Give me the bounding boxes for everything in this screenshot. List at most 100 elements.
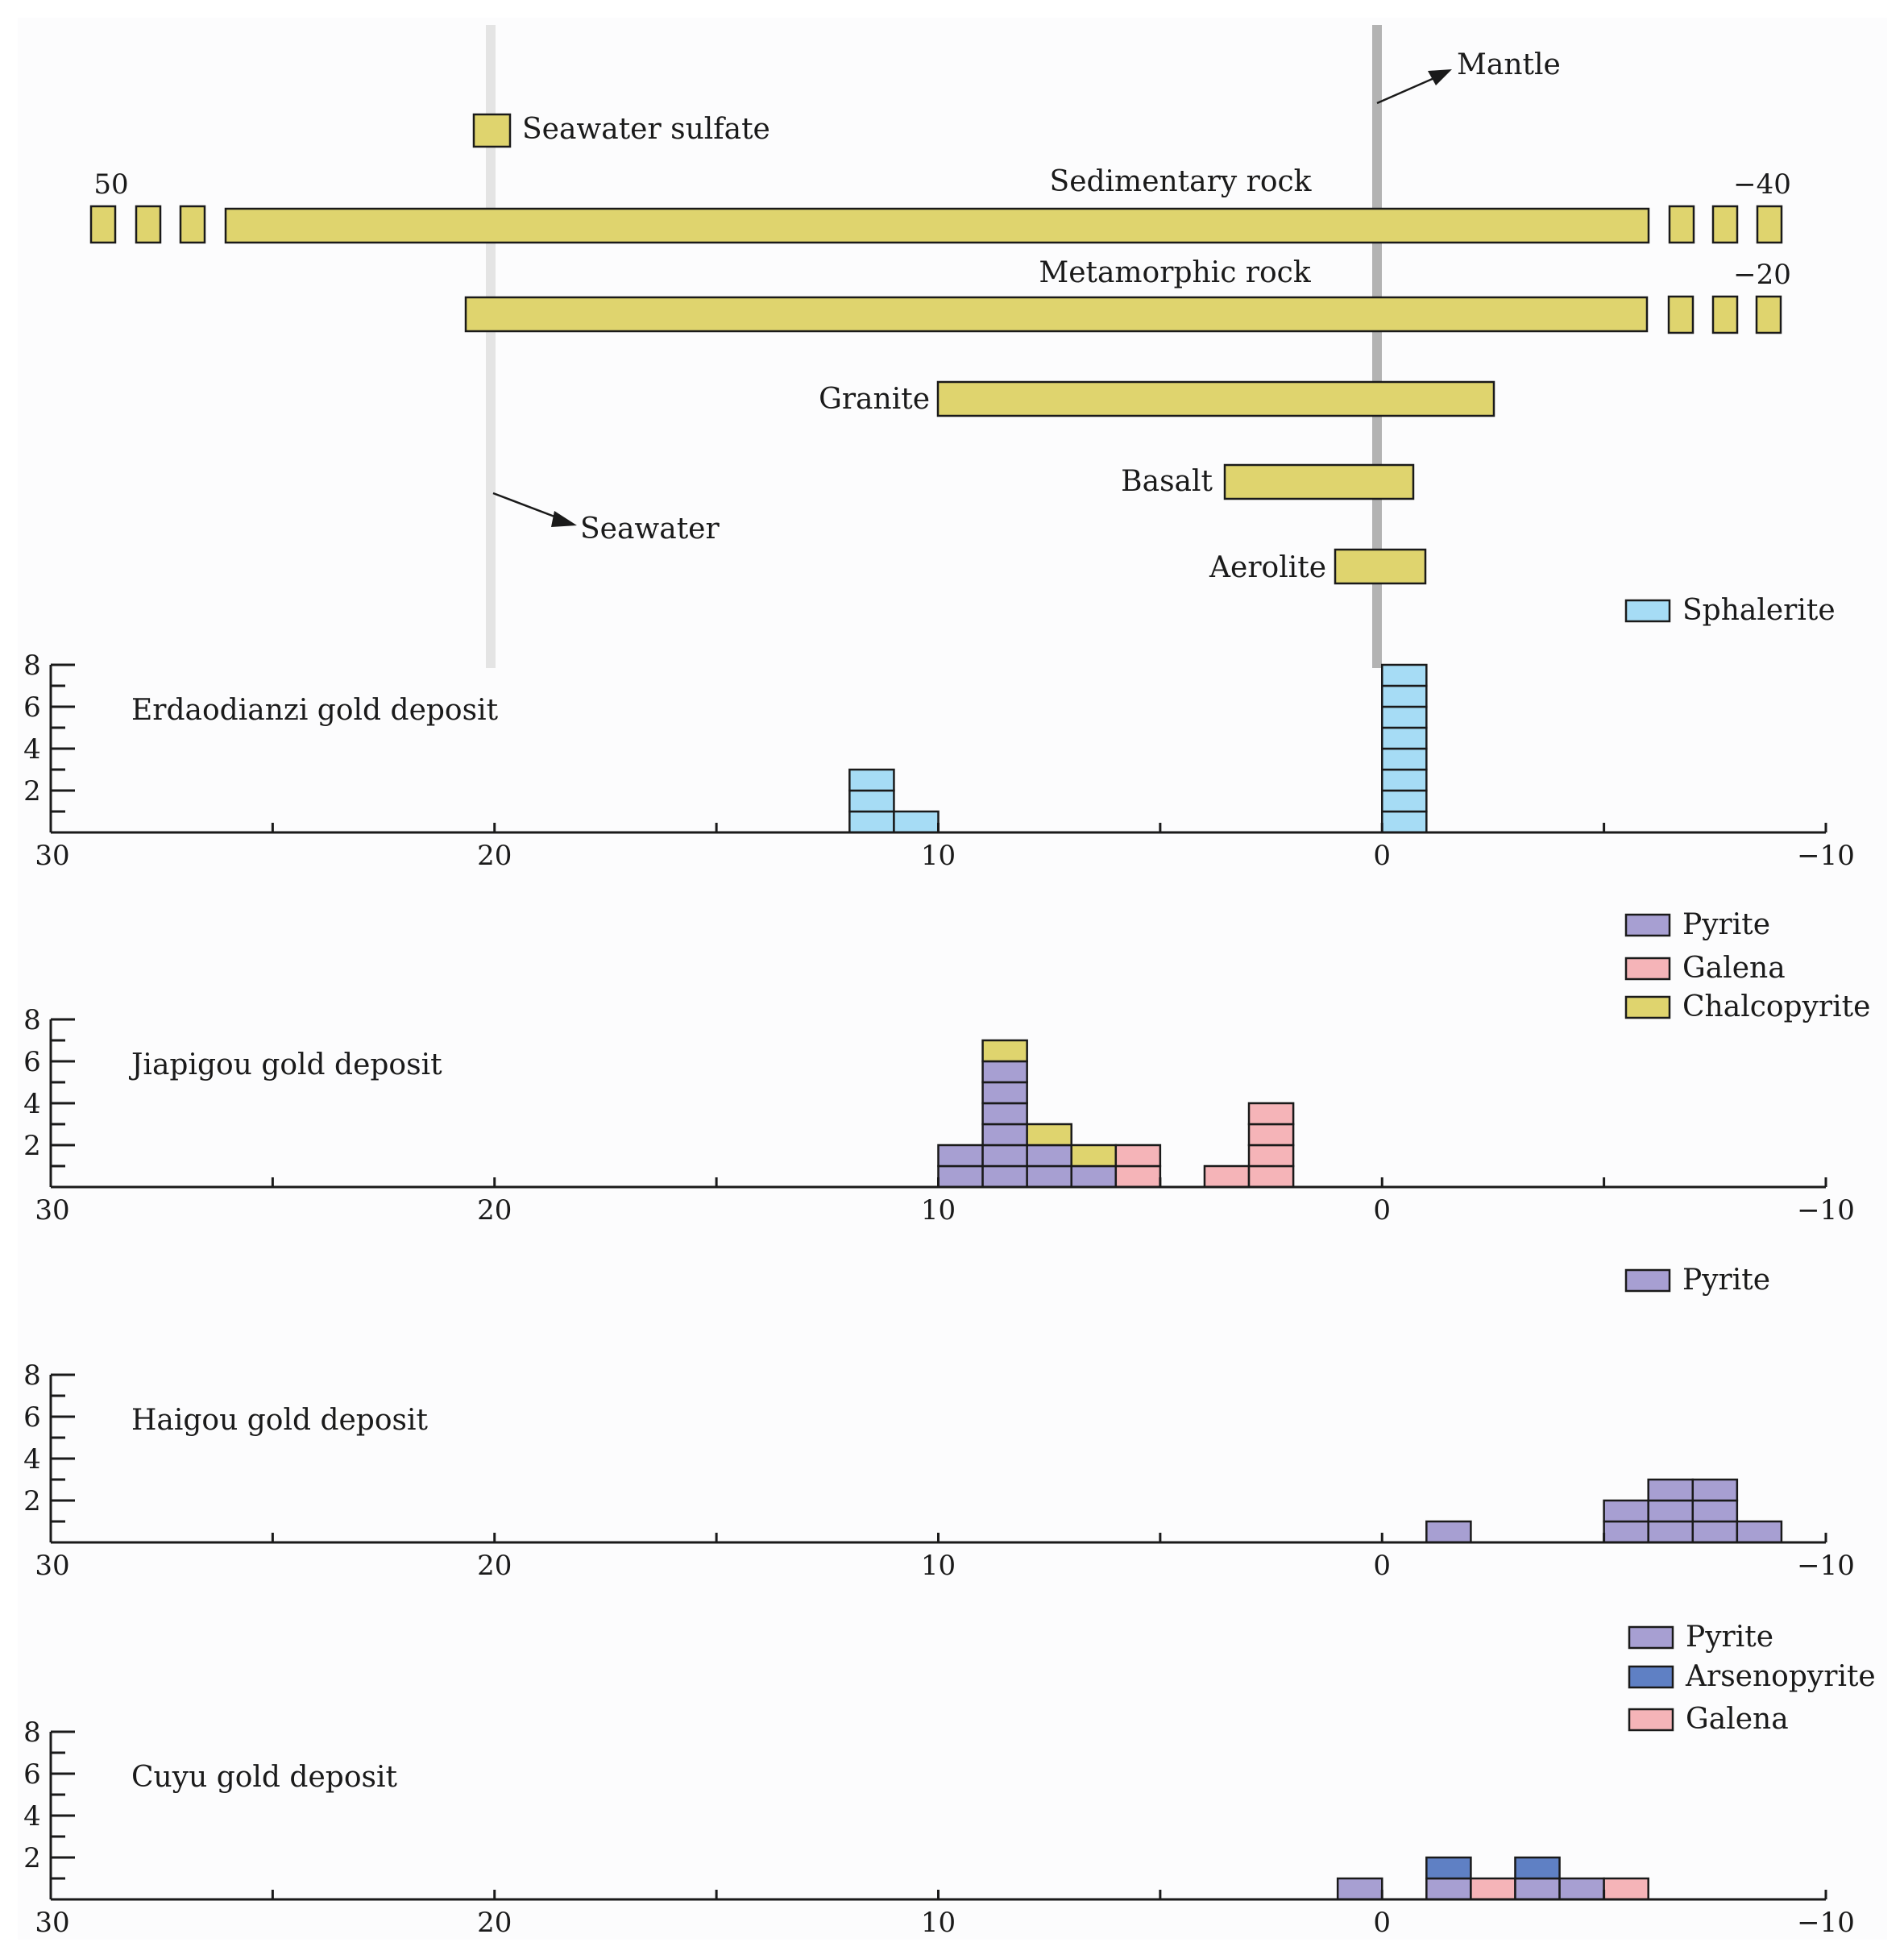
histogram-block-pyrite [1026, 1164, 1072, 1189]
deposit-title: Jiapigou gold deposit [128, 1048, 442, 1081]
x-tick-label: −10 [1797, 840, 1855, 872]
histogram-block-pyrite [981, 1060, 1028, 1084]
histogram-block-galena [1114, 1144, 1162, 1168]
x-tick-label: 30 [35, 1550, 69, 1582]
aerolite-bar [1334, 548, 1427, 585]
histogram-block-pyrite [937, 1144, 984, 1168]
histogram-block-galena [1470, 1877, 1516, 1901]
histogram-block-galena [1247, 1144, 1295, 1168]
y-tick-label: 6 [23, 1758, 41, 1791]
sedimentary-right-value: −40 [1733, 168, 1791, 201]
deposit-title: Cuyu gold deposit [131, 1761, 397, 1794]
histogram-block-pyrite [1603, 1520, 1649, 1544]
metamorphic-right-value: −20 [1733, 259, 1791, 291]
y-tick-label: 6 [23, 1046, 41, 1078]
histogram-panel: 30 20 10 0 −10 2 4 6 8 Haigou gold deposit Pyrite [23, 1264, 1855, 1582]
histogram-block-galena [1203, 1164, 1251, 1189]
seawater-arrow-head [551, 511, 577, 527]
legend-swatch-pyrite [1628, 1625, 1674, 1650]
y-tick-label: 8 [23, 1716, 41, 1749]
histogram-block-chalcopyrite [981, 1039, 1028, 1063]
legend-swatch-chalcopyrite [1624, 995, 1671, 1019]
histogram-block-arsenopyrite [1514, 1856, 1561, 1880]
deposit-title: Haigou gold deposit [131, 1404, 428, 1437]
histogram-block-galena [1247, 1102, 1295, 1126]
granite-bar [936, 380, 1495, 417]
mantle-arrow-line [1376, 76, 1437, 105]
histogram-block-pyrite [1026, 1144, 1072, 1168]
x-tick-label: 10 [921, 1907, 956, 1939]
histogram-block-pyrite [1691, 1499, 1739, 1523]
x-tick-label: −10 [1797, 1907, 1855, 1939]
histogram-block-pyrite [981, 1164, 1028, 1189]
metamorphic-break-box [1755, 295, 1782, 334]
source-reservoirs-panel: Mantle Seawater Seawater sulfate Sedimen… [89, 25, 1791, 668]
legend-label-pyrite: Pyrite [1682, 908, 1770, 941]
x-tick-label: 10 [921, 840, 956, 872]
histogram-block-galena [1603, 1877, 1649, 1901]
y-tick-label: 8 [23, 1359, 41, 1392]
histogram-block-pyrite [981, 1081, 1028, 1105]
seawater-arrow-line [492, 492, 562, 521]
histogram-panel: 30 20 10 0 −10 2 4 6 8 Cuyu gold deposit Pyrite Ars… [23, 1621, 1876, 1939]
legend-label-pyrite: Pyrite [1686, 1621, 1773, 1654]
y-tick-label: 4 [23, 1088, 41, 1120]
y-tick-label: 8 [23, 650, 41, 682]
histogram-block-pyrite [1558, 1877, 1605, 1901]
y-tick-label: 2 [23, 775, 41, 807]
plot-background [18, 18, 1887, 1940]
histogram-block-pyrite [1425, 1877, 1472, 1901]
x-tick-label: 10 [921, 1194, 956, 1227]
histogram-block-pyrite [1691, 1520, 1739, 1544]
x-tick-label: 20 [477, 840, 512, 872]
histogram-block-sphalerite [893, 810, 940, 834]
legend-label-pyrite: Pyrite [1682, 1264, 1770, 1297]
x-tick-label: −10 [1797, 1194, 1855, 1227]
histogram-block-sphalerite [1381, 810, 1428, 834]
y-tick-label: 2 [23, 1842, 41, 1874]
x-tick-label: −10 [1797, 1550, 1855, 1582]
legend-label-arsenopyrite: Arsenopyrite [1685, 1660, 1876, 1693]
y-tick-label: 6 [23, 691, 41, 724]
x-tick-label: 10 [921, 1550, 956, 1582]
histogram-block-pyrite [1603, 1499, 1649, 1523]
seawater-sulfate-box [472, 113, 512, 148]
x-tick-label: 20 [477, 1907, 512, 1939]
y-tick-label: 4 [23, 1443, 41, 1476]
x-tick-label: 0 [1373, 1550, 1391, 1582]
histogram-block-sphalerite [848, 789, 895, 813]
sedimentary-rock-bar [224, 207, 1650, 244]
x-tick-label: 30 [35, 1194, 69, 1227]
legend-label-galena: Galena [1682, 952, 1786, 985]
legend-label-galena: Galena [1686, 1703, 1789, 1736]
sedimentary-break-box [1668, 205, 1695, 244]
sedimentary-break-box [89, 205, 117, 244]
sedimentary-left-value: 50 [93, 168, 128, 201]
histogram-block-pyrite [981, 1123, 1028, 1147]
histogram-block-pyrite [1647, 1520, 1695, 1544]
x-tick-label: 20 [477, 1194, 512, 1227]
histogram-block-arsenopyrite [1425, 1856, 1472, 1880]
sedimentary-break-box [135, 205, 162, 244]
histogram-block-pyrite [981, 1144, 1028, 1168]
legend-swatch-sphalerite [1624, 599, 1671, 623]
legend-swatch-pyrite [1624, 1268, 1671, 1293]
histogram-block-chalcopyrite [1026, 1123, 1072, 1147]
y-tick-label: 6 [23, 1401, 41, 1434]
sedimentary-break-box [179, 205, 206, 244]
x-tick-label: 0 [1373, 1907, 1391, 1939]
mantle-label: Mantle [1457, 48, 1561, 81]
metamorphic-rock-label: Metamorphic rock [1039, 256, 1312, 289]
histogram-block-sphalerite [1381, 663, 1428, 687]
y-tick-label: 8 [23, 1004, 41, 1036]
histogram-block-sphalerite [848, 768, 895, 792]
histogram-block-pyrite [937, 1164, 984, 1189]
histogram-block-galena [1247, 1164, 1295, 1189]
metamorphic-rock-bar [464, 296, 1649, 333]
histogram-block-sphalerite [1381, 684, 1428, 708]
histogram-block-pyrite [1070, 1164, 1118, 1189]
histogram-block-galena [1114, 1164, 1162, 1189]
legend-swatch-galena [1624, 957, 1671, 981]
